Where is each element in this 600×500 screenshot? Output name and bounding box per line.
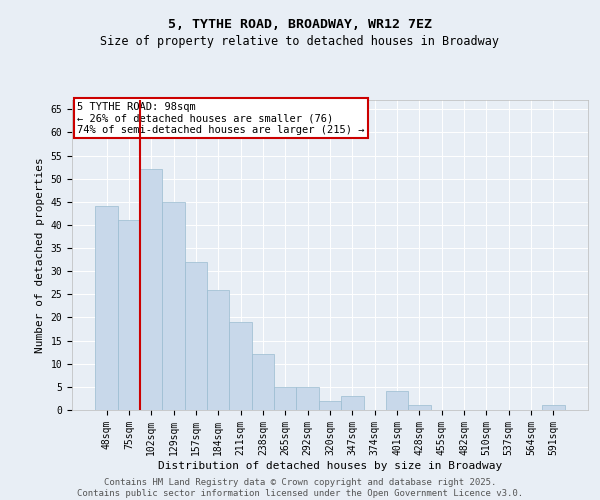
Bar: [229, 322, 252, 410]
Text: 5 TYTHE ROAD: 98sqm
← 26% of detached houses are smaller (76)
74% of semi-detach: 5 TYTHE ROAD: 98sqm ← 26% of detached ho…: [77, 102, 365, 134]
Bar: [185, 262, 207, 410]
Bar: [95, 206, 118, 410]
Text: 5, TYTHE ROAD, BROADWAY, WR12 7EZ: 5, TYTHE ROAD, BROADWAY, WR12 7EZ: [168, 18, 432, 30]
Y-axis label: Number of detached properties: Number of detached properties: [35, 157, 45, 353]
Bar: [386, 392, 408, 410]
Bar: [252, 354, 274, 410]
Bar: [341, 396, 364, 410]
Text: Size of property relative to detached houses in Broadway: Size of property relative to detached ho…: [101, 35, 499, 48]
Bar: [408, 406, 431, 410]
Bar: [274, 387, 296, 410]
Bar: [319, 400, 341, 410]
Text: Contains HM Land Registry data © Crown copyright and database right 2025.
Contai: Contains HM Land Registry data © Crown c…: [77, 478, 523, 498]
Bar: [118, 220, 140, 410]
Bar: [207, 290, 229, 410]
Bar: [140, 170, 163, 410]
Bar: [542, 406, 565, 410]
Bar: [296, 387, 319, 410]
X-axis label: Distribution of detached houses by size in Broadway: Distribution of detached houses by size …: [158, 460, 502, 470]
Bar: [163, 202, 185, 410]
